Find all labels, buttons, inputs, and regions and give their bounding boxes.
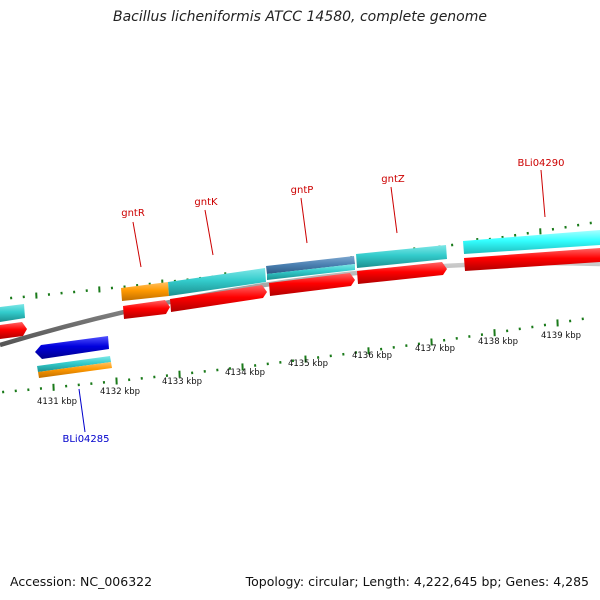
genome-summary-text: Topology: circular; Length: 4,222,645 bp…: [245, 574, 589, 589]
gene-label-BLi04285[interactable]: BLi04285: [62, 434, 109, 445]
cds-arrow[interactable]: [357, 262, 447, 284]
gene-feature[interactable]: [121, 282, 169, 301]
map-title: Bacillus licheniformis ATCC 14580, compl…: [113, 9, 487, 25]
gene-feature[interactable]: [38, 362, 112, 378]
gene-feature[interactable]: [356, 245, 447, 268]
gene-labels: gntR gntK gntP gntZ BLi04290 BLi04285: [62, 158, 564, 445]
gene-label-gntP[interactable]: gntP: [291, 185, 314, 196]
scale-label: 4139 kbp: [541, 331, 581, 341]
gene-feature[interactable]: [266, 256, 355, 274]
accession-text: Accession: NC_006322: [10, 574, 153, 589]
cds-arrow[interactable]: [269, 273, 355, 296]
cds-arrow[interactable]: [123, 300, 170, 319]
scale-label: 4138 kbp: [478, 337, 518, 347]
scale-label: 4136 kbp: [352, 351, 392, 361]
gene-feature[interactable]: [37, 356, 111, 372]
gene-feature[interactable]: [267, 264, 355, 280]
scale-labels: 4131 kbp 4132 kbp 4133 kbp 4134 kbp 4135…: [37, 331, 581, 407]
cds-arrow[interactable]: [170, 285, 267, 312]
scale-label: 4137 kbp: [415, 344, 455, 354]
scale-label: 4132 kbp: [100, 387, 140, 397]
scale-label: 4134 kbp: [225, 368, 265, 378]
inner-tick-row: [2, 317, 584, 394]
reverse-track: [35, 336, 112, 378]
scale-label: 4133 kbp: [162, 377, 202, 387]
cds-arrow[interactable]: [464, 248, 600, 271]
gene-feature[interactable]: [168, 268, 266, 296]
gene-label-gntZ[interactable]: gntZ: [381, 174, 405, 185]
scale-label: 4131 kbp: [37, 397, 77, 407]
cds-arrow[interactable]: [0, 322, 27, 339]
gene-feature[interactable]: [463, 230, 600, 254]
gene-label-gntR[interactable]: gntR: [121, 208, 145, 219]
forward-track-lower: [0, 248, 600, 339]
label-callouts: [78, 169, 546, 433]
cds-arrow-reverse[interactable]: [35, 336, 109, 359]
gene-feature[interactable]: [0, 304, 25, 322]
scale-label: 4135 kbp: [288, 359, 328, 369]
gene-label-gntK[interactable]: gntK: [194, 197, 218, 208]
gene-label-BLi04290[interactable]: BLi04290: [517, 158, 564, 169]
forward-track-upper: [0, 230, 600, 322]
